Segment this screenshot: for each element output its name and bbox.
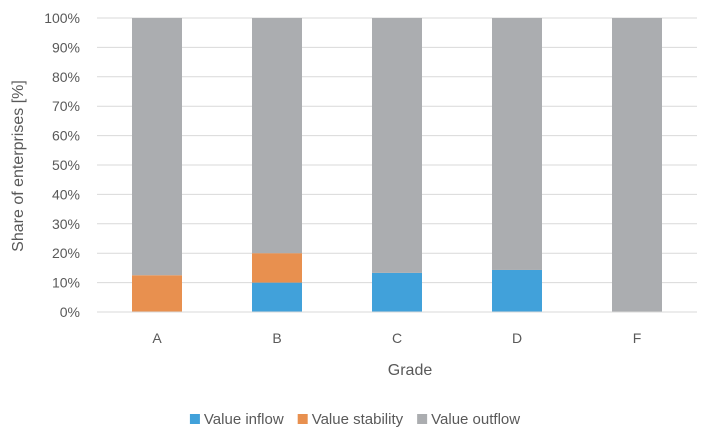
legend-swatch bbox=[417, 414, 428, 424]
y-tick-label: 30% bbox=[52, 216, 80, 232]
y-tick-label: 20% bbox=[52, 245, 80, 261]
y-tick-label: 70% bbox=[52, 98, 80, 114]
bar-value-outflow bbox=[372, 18, 422, 273]
y-tick-label: 0% bbox=[60, 304, 80, 320]
bar-value-outflow bbox=[132, 18, 182, 276]
bars bbox=[132, 18, 662, 312]
y-tick-label: 10% bbox=[52, 275, 80, 291]
y-tick-label: 60% bbox=[52, 128, 80, 144]
x-tick-label: A bbox=[152, 330, 162, 346]
legend-label: Value inflow bbox=[204, 411, 284, 428]
bar-value-inflow bbox=[372, 272, 422, 312]
legend: Value inflow Value stability Value outflow bbox=[189, 411, 520, 428]
x-tick-label: F bbox=[633, 330, 642, 346]
y-tick-label: 100% bbox=[44, 10, 80, 26]
bar-value-outflow bbox=[252, 18, 302, 254]
bar-value-stability bbox=[252, 253, 302, 283]
bar-value-stability bbox=[132, 275, 182, 312]
x-axis-title: Grade bbox=[388, 362, 433, 379]
bar-value-outflow bbox=[492, 18, 542, 270]
legend-label: Value stability bbox=[312, 411, 404, 428]
bar-value-inflow bbox=[492, 269, 542, 312]
bar-value-inflow bbox=[252, 282, 302, 312]
x-tick-label: B bbox=[272, 330, 281, 346]
legend-swatch bbox=[189, 414, 200, 424]
y-tick-label: 50% bbox=[52, 157, 80, 173]
bar-value-outflow bbox=[612, 18, 662, 312]
y-axis-ticks: 0% 10% 20% 30% 40% 50% 60% 70% 80% 90% 100% bbox=[44, 10, 80, 320]
legend-label: Value outflow bbox=[431, 411, 520, 428]
y-tick-label: 80% bbox=[52, 69, 80, 85]
x-tick-label: C bbox=[392, 330, 402, 346]
x-tick-label: D bbox=[512, 330, 522, 346]
legend-swatch bbox=[297, 414, 308, 424]
y-tick-label: 90% bbox=[52, 39, 80, 55]
y-axis-title: Share of enterprises [%] bbox=[10, 80, 27, 252]
y-tick-label: 40% bbox=[52, 186, 80, 202]
